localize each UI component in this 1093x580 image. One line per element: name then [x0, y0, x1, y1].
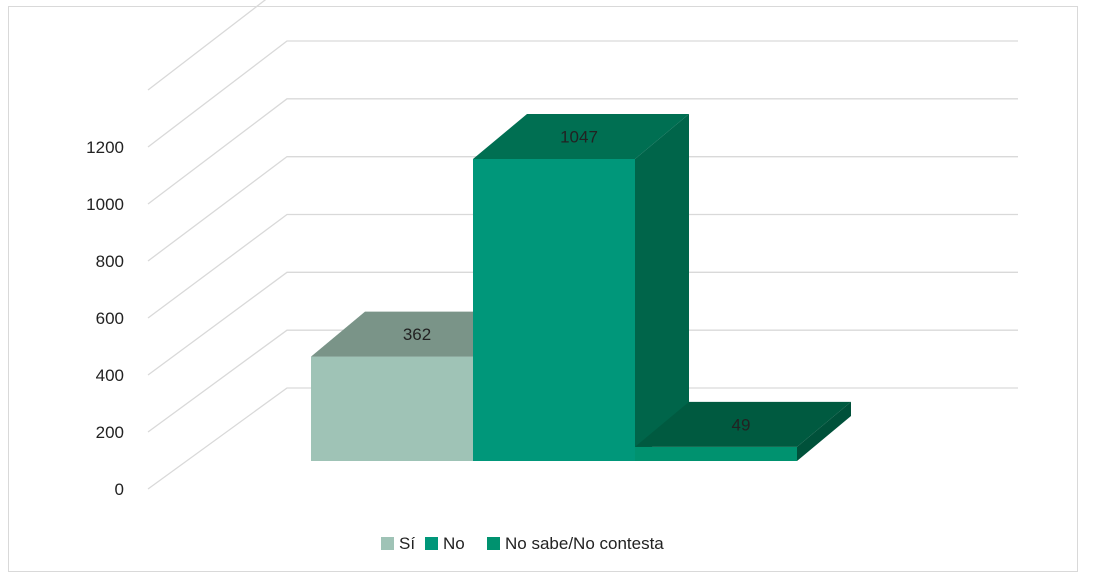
- legend-label: Sí: [399, 534, 415, 553]
- gridline: [147, 387, 1018, 490]
- y-axis-ticks: 0 200 400 600 800 1000 1200: [86, 138, 124, 499]
- bar-2-top: [635, 401, 851, 447]
- y-tick-label: 400: [96, 366, 124, 385]
- legend-swatch: [487, 537, 500, 550]
- legend-label: No sabe/No contesta: [505, 534, 664, 553]
- gridline: [147, 271, 1018, 376]
- bar-2-side: [797, 401, 851, 461]
- legend-swatch: [381, 537, 394, 550]
- bar-0-front: [311, 356, 473, 461]
- gridline: [147, 40, 1018, 148]
- gridline: [147, 98, 1018, 205]
- gridlines: [147, 0, 1018, 490]
- data-label: 1047: [560, 128, 598, 147]
- legend-label: No: [443, 534, 465, 553]
- gridline: [147, 0, 267, 91]
- data-label: 49: [732, 415, 751, 434]
- y-tick-label: 1000: [86, 195, 124, 214]
- bar-2-front: [635, 446, 797, 461]
- y-tick-label: 800: [96, 252, 124, 271]
- data-label: 362: [403, 325, 431, 344]
- bar-1-front: [473, 159, 635, 461]
- data-labels: 362 1047 49: [403, 128, 751, 435]
- legend: Sí No No sabe/No contesta: [381, 534, 664, 553]
- gridline: [147, 156, 1018, 262]
- gridline: [147, 329, 1018, 433]
- y-tick-label: 200: [96, 423, 124, 442]
- y-tick-label: 600: [96, 309, 124, 328]
- bar-1-side: [635, 114, 689, 461]
- y-tick-label: 1200: [86, 138, 124, 157]
- y-tick-label: 0: [115, 480, 124, 499]
- bars: [311, 114, 851, 461]
- bar-1-top: [473, 114, 689, 159]
- gridline: [147, 213, 1018, 319]
- legend-swatch: [425, 537, 438, 550]
